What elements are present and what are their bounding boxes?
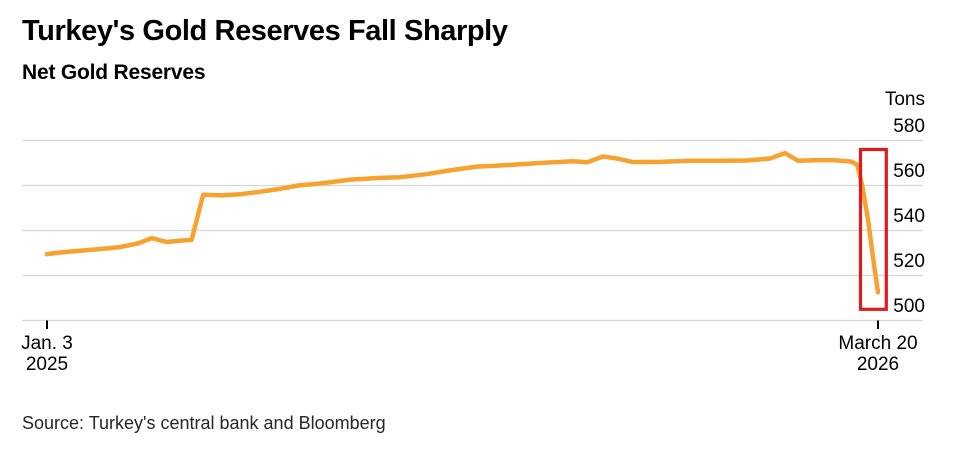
x-tick-label: Jan. 3 2025: [0, 333, 117, 375]
x-tick-year: 2025: [25, 354, 69, 375]
y-tick-label-540: 540: [893, 205, 925, 227]
chart-subtitle: Net Gold Reserves: [22, 61, 206, 84]
x-tick-date: Jan. 3: [21, 333, 73, 354]
highlight-annotation-rect: [858, 147, 888, 311]
source-note: Source: Turkey's central bank and Bloomb…: [22, 413, 386, 433]
y-tick-label-500: 500: [893, 295, 925, 317]
chart-title: Turkey's Gold Reserves Fall Sharply: [22, 15, 508, 47]
x-tick-year: 2026: [856, 354, 900, 375]
x-tick-label: March 20 2026: [808, 333, 948, 375]
y-tick-label-560: 560: [893, 160, 925, 182]
y-tick-label-520: 520: [893, 250, 925, 272]
y-axis-unit-label: Tons: [884, 89, 925, 110]
y-tick-label-580: 580: [893, 115, 925, 137]
x-tick-date: March 20: [838, 333, 918, 354]
gold-reserves-line: [44, 150, 881, 295]
